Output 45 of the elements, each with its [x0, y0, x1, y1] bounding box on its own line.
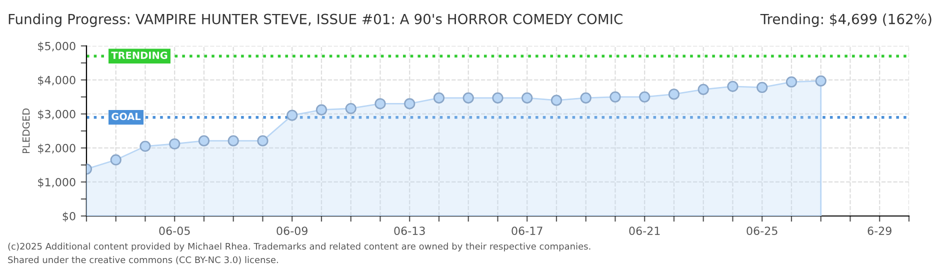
- point: [286, 110, 298, 121]
- point: [698, 84, 709, 95]
- text: Shared under the creative commons (CC BY-NC 3.0) license.: [8, 256, 278, 264]
- ref-line-label: GOAL: [112, 112, 141, 120]
- point: [580, 92, 592, 104]
- x-tick-label: 6-29: [868, 226, 892, 236]
- chart-title: Funding Progress: VAMPIRE HUNTER STEVE, ISSUE #01: A 90's HORROR COMEDY COMIC: [8, 14, 622, 27]
- point: [522, 92, 533, 104]
- point: [228, 135, 239, 146]
- point: [169, 138, 180, 150]
- x-tick-label: 06-25: [746, 226, 778, 236]
- y-tick-label: $3,000: [38, 110, 76, 120]
- ref-line-label: TRENDING: [111, 52, 168, 59]
- chart-subtitle: Trending: $4,699 (162%): [760, 14, 932, 27]
- point: [110, 154, 122, 166]
- point: [815, 75, 826, 86]
- point: [345, 102, 356, 114]
- y-tick-label: $2,000: [38, 144, 76, 154]
- x-tick-label: 06-13: [394, 226, 425, 236]
- point: [610, 91, 621, 102]
- x-tick-label: 06-09: [276, 226, 308, 236]
- point: [198, 135, 210, 146]
- point: [257, 135, 268, 146]
- y-tick-label: $5,000: [38, 42, 76, 52]
- point: [668, 88, 680, 100]
- y-tick-label: $1,000: [38, 178, 76, 188]
- text: (c)2025 Additional content provided by Michael Rhea. Trademarks and related content are owned by their respective companies.: [8, 242, 590, 252]
- point: [786, 76, 798, 88]
- point: [374, 98, 386, 110]
- point: [140, 140, 151, 152]
- point: [639, 91, 650, 102]
- point: [727, 80, 738, 92]
- x-tick-label: 06-05: [159, 226, 190, 236]
- point: [492, 92, 504, 104]
- point: [316, 104, 328, 116]
- x-tick-label: 06-21: [629, 226, 660, 236]
- y-tick-label: $4,000: [38, 76, 76, 86]
- x-tick-label: 06-17: [512, 226, 542, 236]
- point: [756, 82, 768, 93]
- point: [404, 98, 416, 110]
- point: [433, 92, 445, 104]
- y-axis-title: PLEDGED: [22, 108, 30, 154]
- y-tick-label: $0: [62, 212, 76, 222]
- point: [550, 94, 562, 106]
- point: [462, 92, 474, 104]
